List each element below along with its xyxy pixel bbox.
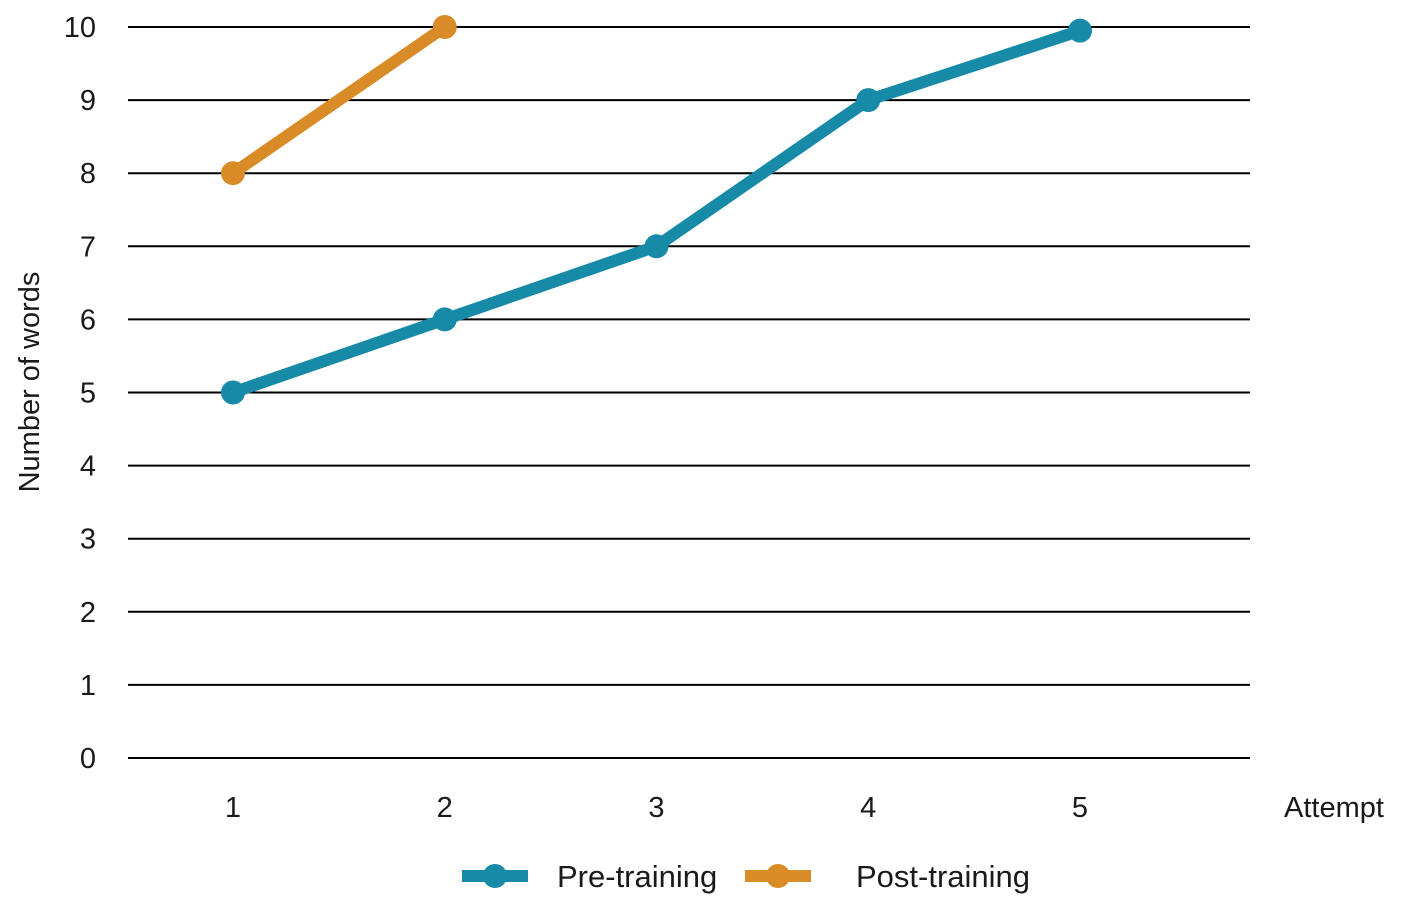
data-point <box>432 15 457 39</box>
x-tick-label: 1 <box>225 792 241 824</box>
legend-item: Pre-training <box>462 859 717 894</box>
data-point <box>644 234 669 259</box>
x-axis-ticks: 1 2 3 4 5 <box>225 792 1088 824</box>
x-tick-label: 2 <box>437 792 453 824</box>
series-0 <box>221 18 1092 405</box>
data-point <box>856 88 881 113</box>
y-tick-label: 5 <box>80 378 96 410</box>
series <box>221 15 1092 405</box>
y-tick-label: 1 <box>80 670 96 702</box>
legend-label: Post-training <box>856 859 1030 894</box>
y-tick-label: 9 <box>80 85 96 117</box>
legend-label: Pre-training <box>557 859 717 894</box>
legend-swatch-marker <box>483 864 507 888</box>
y-tick-label: 0 <box>80 743 96 775</box>
y-tick-label: 3 <box>80 524 96 556</box>
y-tick-label: 7 <box>80 231 96 263</box>
series-1 <box>221 15 457 186</box>
legend: Pre-training Post-training <box>462 859 1030 894</box>
data-point <box>221 161 245 186</box>
y-tick-label: 6 <box>80 304 96 336</box>
y-tick-label: 2 <box>80 597 96 629</box>
y-axis-ticks: 0 1 2 3 4 5 6 7 8 9 10 <box>64 12 96 775</box>
data-point <box>221 380 245 405</box>
legend-item: Post-training <box>745 859 1030 894</box>
x-tick-label: 4 <box>860 792 876 824</box>
series-line <box>227 21 451 180</box>
x-tick-label: 5 <box>1072 792 1088 824</box>
x-tick-label: 3 <box>648 792 664 824</box>
legend-swatch-marker <box>766 864 790 888</box>
y-tick-label: 10 <box>64 12 96 44</box>
y-axis-title: Number of words <box>14 272 46 493</box>
data-point <box>432 307 457 332</box>
y-tick-label: 8 <box>80 158 96 190</box>
x-axis-title: Attempt <box>1284 792 1384 824</box>
y-tick-label: 4 <box>80 451 96 483</box>
gridlines <box>128 26 1250 759</box>
data-point <box>1068 18 1092 43</box>
